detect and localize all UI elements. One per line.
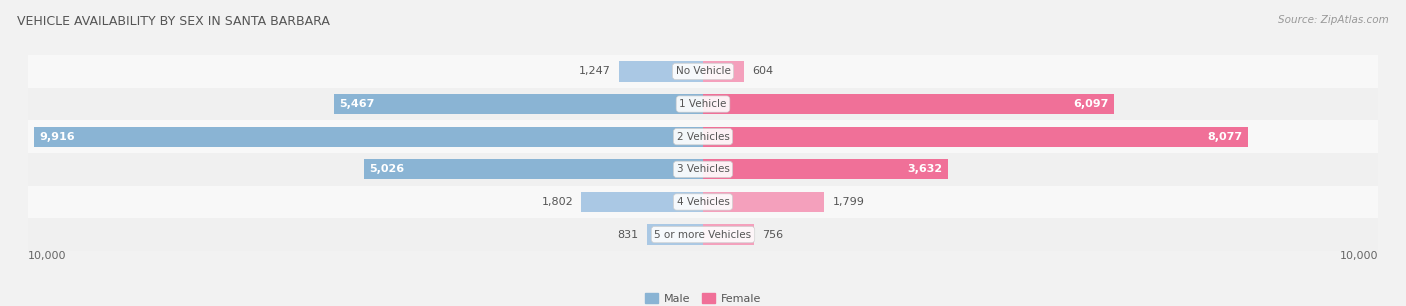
Text: 5 or more Vehicles: 5 or more Vehicles: [654, 230, 752, 240]
Text: 6,097: 6,097: [1074, 99, 1109, 109]
Text: 10,000: 10,000: [28, 251, 66, 261]
Text: 5,467: 5,467: [339, 99, 375, 109]
Bar: [703, 94, 1115, 114]
Text: 1 Vehicle: 1 Vehicle: [679, 99, 727, 109]
Bar: [34, 127, 703, 147]
Bar: [364, 159, 703, 179]
Text: 1,799: 1,799: [832, 197, 865, 207]
Bar: [28, 120, 1378, 153]
Text: 831: 831: [617, 230, 638, 240]
Text: No Vehicle: No Vehicle: [675, 66, 731, 76]
Legend: Male, Female: Male, Female: [641, 288, 765, 306]
Bar: [28, 88, 1378, 120]
Text: 3 Vehicles: 3 Vehicles: [676, 164, 730, 174]
Text: 2 Vehicles: 2 Vehicles: [676, 132, 730, 142]
Bar: [335, 94, 703, 114]
Bar: [28, 186, 1378, 218]
Bar: [703, 225, 754, 245]
Bar: [28, 218, 1378, 251]
Text: 1,247: 1,247: [579, 66, 610, 76]
Text: 756: 756: [762, 230, 783, 240]
Text: 604: 604: [752, 66, 773, 76]
Bar: [619, 61, 703, 81]
Bar: [703, 127, 1249, 147]
Text: VEHICLE AVAILABILITY BY SEX IN SANTA BARBARA: VEHICLE AVAILABILITY BY SEX IN SANTA BAR…: [17, 15, 330, 28]
Text: 3,632: 3,632: [908, 164, 942, 174]
Text: 10,000: 10,000: [1340, 251, 1378, 261]
Bar: [703, 192, 824, 212]
Text: 8,077: 8,077: [1208, 132, 1243, 142]
Text: 1,802: 1,802: [541, 197, 574, 207]
Text: 9,916: 9,916: [39, 132, 75, 142]
Bar: [647, 225, 703, 245]
Text: Source: ZipAtlas.com: Source: ZipAtlas.com: [1278, 15, 1389, 25]
Bar: [28, 153, 1378, 186]
Text: 5,026: 5,026: [370, 164, 405, 174]
Bar: [703, 61, 744, 81]
Bar: [582, 192, 703, 212]
Bar: [28, 55, 1378, 88]
Bar: [703, 159, 948, 179]
Text: 4 Vehicles: 4 Vehicles: [676, 197, 730, 207]
